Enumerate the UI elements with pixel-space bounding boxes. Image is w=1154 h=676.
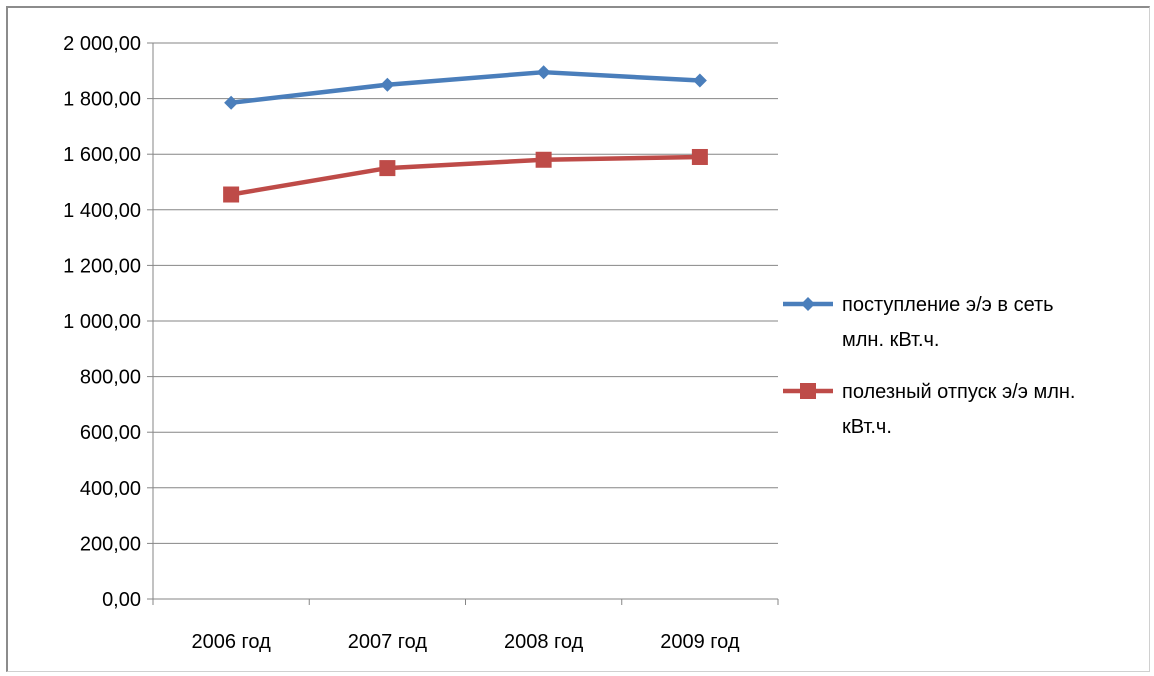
y-tick-label: 600,00: [80, 422, 141, 444]
data-point: [224, 95, 239, 110]
y-tick-label: 0,00: [102, 589, 141, 611]
legend-label: полезный отпуск э/э млн.: [842, 381, 1076, 403]
legend: поступление э/э в сеть млн. кВт.ч. полезны…: [783, 294, 1076, 438]
series-line: [228, 69, 703, 106]
legend-label: поступление э/э в сеть: [842, 294, 1054, 316]
y-tick-label: 1 800,00: [63, 89, 141, 111]
x-tick-label: 2006 год: [191, 631, 271, 653]
y-tick-label: 1 400,00: [63, 200, 141, 222]
data-point: [536, 65, 551, 80]
y-tick-label: 200,00: [80, 533, 141, 555]
y-tick-label: 1 200,00: [63, 255, 141, 277]
legend-marker: [801, 297, 815, 311]
legend-item-2: полезный отпуск э/э млн. кВт.ч.: [783, 381, 1076, 438]
y-tick-label: 1 600,00: [63, 144, 141, 166]
data-point: [535, 151, 552, 168]
legend-marker: [800, 383, 816, 399]
y-tick-label: 1 000,00: [63, 311, 141, 333]
y-axis-tick-labels: 0,00 200,00 400,00 600,00 800,00 1 000,00 1 20…: [63, 33, 141, 611]
series-line: [228, 154, 703, 197]
x-tick-label: 2008 год: [504, 631, 584, 653]
legend-item-1: поступление э/э в сеть млн. кВт.ч.: [783, 294, 1054, 351]
series-layer: [223, 65, 708, 203]
y-tick-label: 400,00: [80, 478, 141, 500]
y-tick-label: 800,00: [80, 367, 141, 389]
legend-label: кВт.ч.: [842, 416, 892, 438]
chart-frame: [6, 6, 1150, 672]
data-point: [379, 160, 396, 177]
x-axis-tick-labels: 2006 год 2007 год 2008 год 2009 год: [191, 631, 739, 653]
data-point: [223, 186, 240, 203]
y-tick-label: 2 000,00: [63, 33, 141, 55]
x-tick-label: 2007 год: [348, 631, 428, 653]
data-point: [691, 148, 708, 165]
gridlines: [153, 42, 778, 544]
data-point: [692, 73, 707, 88]
legend-label: млн. кВт.ч.: [842, 329, 939, 351]
x-tick-label: 2009 год: [660, 631, 740, 653]
series-2: [223, 148, 708, 203]
axes: [147, 42, 779, 605]
series-1: [224, 65, 707, 110]
data-point: [380, 77, 395, 92]
